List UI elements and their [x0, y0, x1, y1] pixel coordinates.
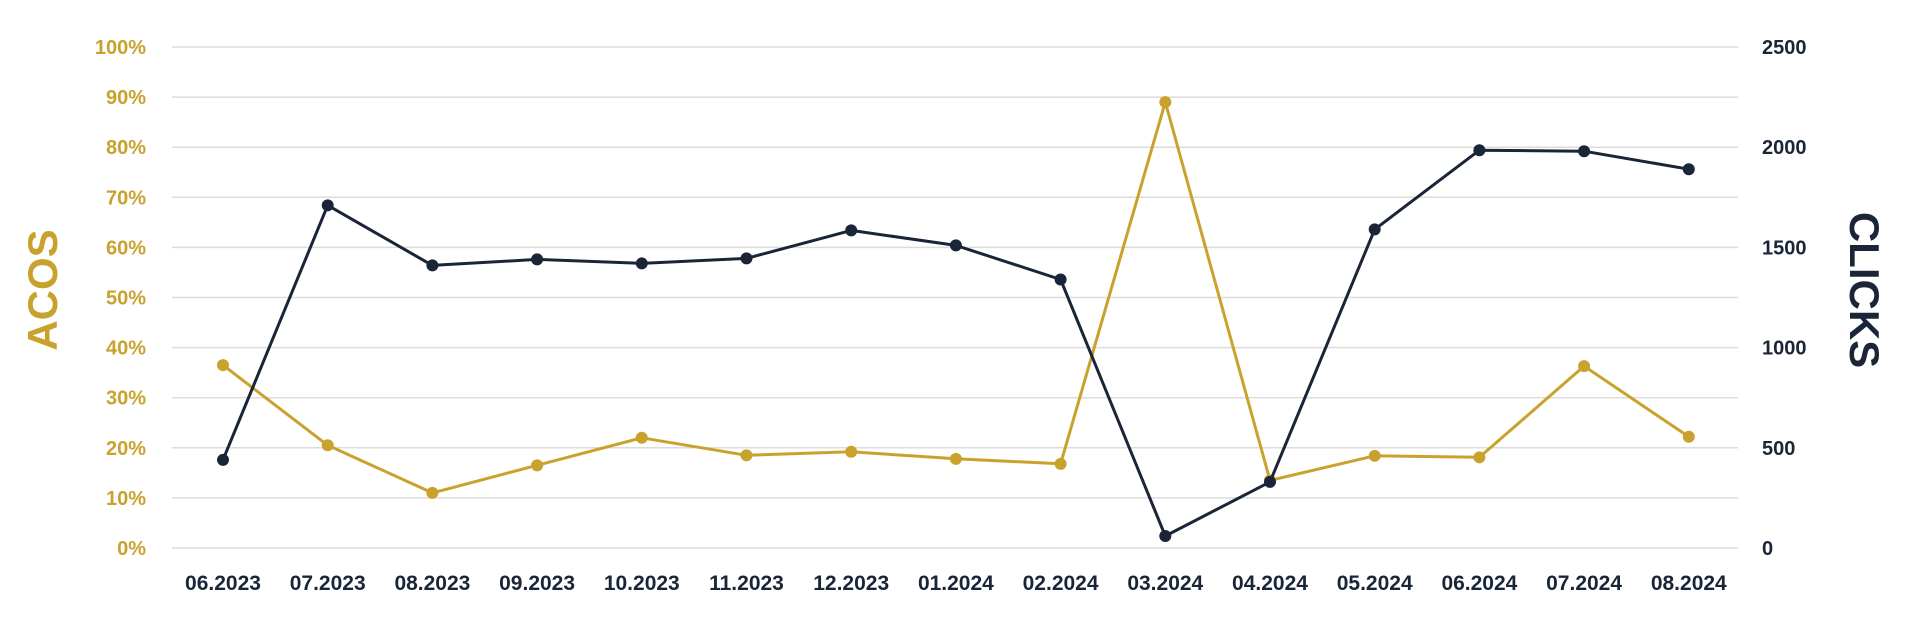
left-axis-ticks: 0% 10% 20% 30% 40% 50% 60% 70% 80% 90% 100%	[95, 37, 146, 560]
x-tick-label: 01.2024	[918, 572, 994, 595]
x-tick-label: 06.2024	[1441, 572, 1517, 595]
x-tick-label: 12.2023	[813, 572, 889, 595]
left-tick-label: 30%	[106, 388, 146, 410]
left-tick-label: 20%	[106, 438, 146, 460]
left-tick-label: 0%	[117, 538, 146, 560]
left-tick-label: 70%	[106, 187, 146, 209]
series-acos	[217, 96, 1695, 499]
right-tick-label: 0	[1762, 538, 1773, 560]
data-point-clicks	[321, 199, 334, 212]
left-tick-label: 10%	[106, 488, 146, 510]
x-tick-label: 03.2024	[1127, 572, 1203, 595]
right-tick-label: 2500	[1762, 37, 1807, 59]
data-point-acos	[321, 439, 334, 452]
right-tick-label: 2000	[1762, 137, 1807, 159]
right-tick-label: 500	[1762, 438, 1795, 460]
data-point-clicks	[635, 257, 648, 270]
left-tick-label: 50%	[106, 288, 146, 310]
data-point-acos	[1159, 96, 1172, 109]
right-axis-ticks: 0 500 1000 1500 2000 2500	[1762, 37, 1807, 560]
x-tick-label: 04.2024	[1232, 572, 1308, 595]
data-point-clicks	[217, 453, 229, 466]
x-tick-label: 08.2024	[1651, 572, 1727, 595]
data-point-clicks	[1264, 475, 1276, 488]
data-point-acos	[1368, 449, 1381, 462]
x-tick-label: 11.2023	[709, 572, 784, 595]
left-tick-label: 100%	[95, 37, 146, 59]
x-tick-label: 06.2023	[185, 572, 261, 595]
right-axis-title: CLICKS	[1841, 212, 1888, 368]
left-tick-label: 60%	[106, 237, 146, 259]
series-clicks	[217, 144, 1695, 542]
data-point-clicks	[1578, 145, 1591, 158]
data-point-clicks	[1159, 529, 1172, 542]
data-point-acos	[217, 359, 229, 372]
x-tick-label: 02.2024	[1023, 572, 1099, 595]
data-point-clicks	[845, 224, 858, 237]
right-tick-label: 1000	[1762, 338, 1807, 360]
data-point-clicks	[531, 253, 544, 266]
data-point-clicks	[949, 239, 962, 252]
x-tick-label: 10.2023	[604, 572, 680, 595]
data-point-acos	[1054, 457, 1067, 470]
series-layer	[217, 96, 1695, 542]
data-point-acos	[740, 449, 753, 462]
data-point-acos	[635, 431, 648, 444]
data-point-clicks	[740, 252, 753, 265]
x-axis-ticks: 06.2023 07.2023 08.2023 09.2023 10.2023 11.20…	[185, 572, 1727, 595]
right-tick-label: 1500	[1762, 237, 1807, 259]
x-tick-label: 09.2023	[499, 572, 575, 595]
data-point-clicks	[426, 259, 439, 272]
left-tick-label: 40%	[106, 338, 146, 360]
left-tick-label: 90%	[106, 87, 146, 109]
data-point-acos	[949, 452, 962, 465]
left-tick-label: 80%	[106, 137, 146, 159]
series-line-clicks	[221, 148, 1691, 538]
left-axis-title: ACOS	[19, 229, 66, 350]
data-point-acos	[1473, 451, 1486, 464]
data-point-clicks	[1054, 273, 1067, 286]
data-point-acos	[1578, 360, 1591, 373]
x-tick-label: 08.2023	[394, 572, 470, 595]
data-point-acos	[426, 486, 439, 499]
x-tick-label: 05.2024	[1337, 572, 1413, 595]
grid-lines	[172, 46, 1738, 549]
data-point-acos	[531, 459, 544, 472]
data-point-acos	[1682, 430, 1695, 443]
x-tick-label: 07.2024	[1546, 572, 1622, 595]
x-tick-label: 07.2023	[290, 572, 366, 595]
data-point-clicks	[1682, 163, 1695, 176]
data-point-clicks	[1473, 144, 1486, 157]
data-point-clicks	[1368, 223, 1381, 236]
data-point-acos	[845, 445, 858, 458]
